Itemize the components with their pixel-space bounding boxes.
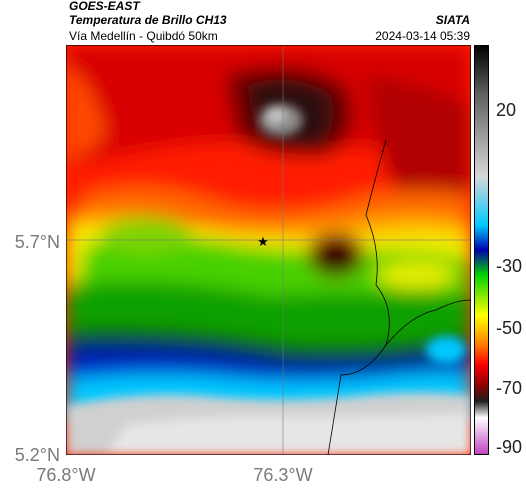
- organization-label: SIATA: [435, 13, 470, 27]
- colorbar: [474, 45, 489, 455]
- lon-tick-label: 76.3°W: [253, 465, 313, 485]
- colorbar-tick-label: -90: [496, 437, 523, 457]
- timestamp-label: 2024-03-14 05:39: [375, 29, 470, 43]
- product-title: Temperatura de Brillo CH13: [69, 13, 227, 27]
- border-line: [327, 139, 390, 455]
- region-label: Vía Medellín - Quibdó 50km: [69, 29, 218, 43]
- satellite-name: GOES-EAST: [69, 0, 140, 13]
- brightness-temperature-map: ★: [66, 45, 471, 455]
- colorbar-tick-label: -70: [496, 378, 523, 398]
- colorbar-tick-label: -30: [496, 256, 523, 276]
- cloud-field: ★: [66, 45, 471, 455]
- lat-tick-label: 5.2°N: [14, 445, 60, 465]
- colorbar-tick-label: -50: [496, 318, 523, 338]
- colorbar-tick-label: 20: [496, 100, 517, 120]
- border-line-east: [385, 299, 471, 346]
- location-marker-star: ★: [257, 234, 269, 249]
- lat-tick-label: 5.7°N: [14, 232, 60, 252]
- lon-tick-label: 76.8°W: [36, 465, 96, 485]
